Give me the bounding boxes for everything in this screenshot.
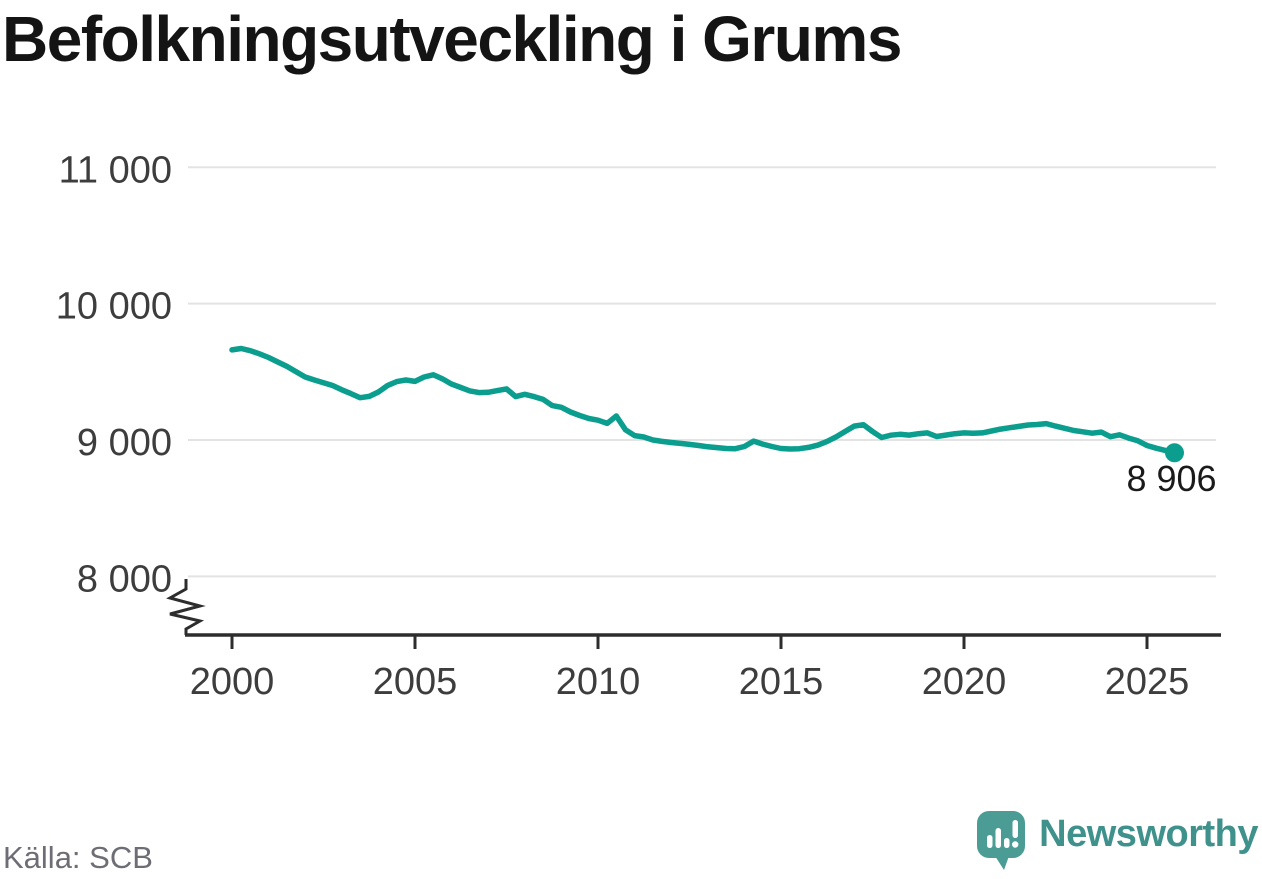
newsworthy-logo: Newsworthy bbox=[976, 810, 1258, 872]
svg-text:2005: 2005 bbox=[373, 661, 458, 703]
svg-text:8 906: 8 906 bbox=[1126, 458, 1216, 499]
population-series: 8 906 bbox=[229, 345, 1217, 499]
x-axis-labels: 2000 2005 2010 2015 2020 2025 bbox=[190, 661, 1190, 703]
newsworthy-wordmark: Newsworthy bbox=[1039, 812, 1258, 855]
source-note: Källa: SCB bbox=[3, 840, 153, 875]
svg-text:2015: 2015 bbox=[739, 661, 824, 703]
y-axis-labels: 11 000 10 000 9 000 8 000 bbox=[56, 149, 172, 600]
svg-text:2010: 2010 bbox=[556, 661, 641, 703]
svg-text:2000: 2000 bbox=[190, 661, 275, 703]
gridlines bbox=[188, 166, 1216, 578]
svg-text:9 000: 9 000 bbox=[77, 422, 172, 464]
chart-title: Befolkningsutveckling i Grums bbox=[2, 3, 902, 75]
svg-text:11 000: 11 000 bbox=[59, 149, 172, 191]
svg-text:2025: 2025 bbox=[1105, 661, 1190, 703]
newsworthy-icon bbox=[977, 811, 1026, 870]
x-axis bbox=[166, 579, 1221, 649]
svg-text:2020: 2020 bbox=[922, 661, 1007, 703]
svg-text:10 000: 10 000 bbox=[56, 286, 172, 328]
svg-text:8 000: 8 000 bbox=[77, 558, 172, 600]
